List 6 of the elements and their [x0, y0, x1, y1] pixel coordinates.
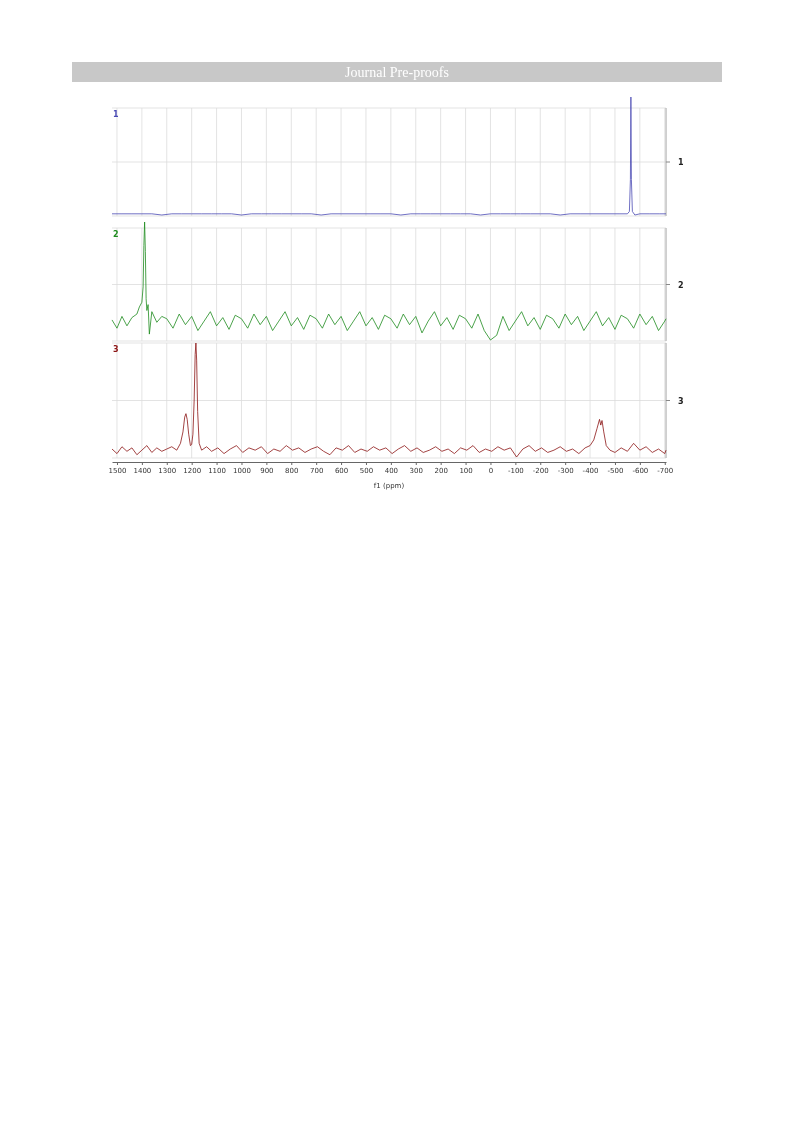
text: 2 [678, 280, 684, 290]
text: 1 [678, 158, 684, 167]
text: 3 [678, 396, 684, 406]
annotation: 3 [113, 345, 119, 354]
annotation: 1 [113, 110, 119, 119]
text: 2 [113, 230, 119, 239]
